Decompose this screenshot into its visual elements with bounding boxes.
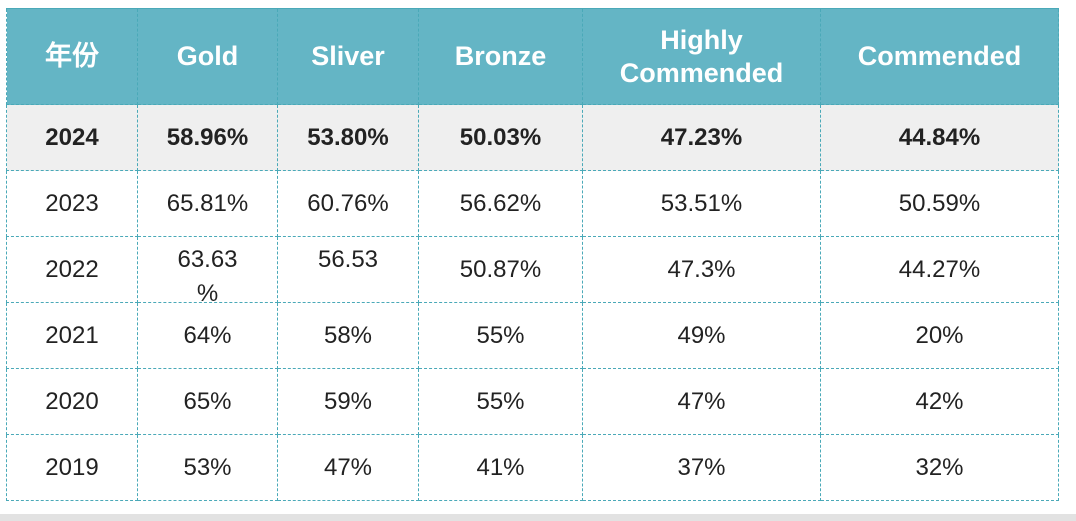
cell-commended: 50.59% [820,170,1059,237]
cell-sliver: 60.76% [277,170,419,237]
cell-year: 2019 [6,434,138,501]
table-row-2020: 2020 65% 59% 55% 47% 42% [6,368,1059,435]
cell-gold: 58.96% [137,104,278,171]
cell-year: 2022 [6,236,138,303]
cell-year: 2020 [6,368,138,435]
cell-sliver: 59% [277,368,419,435]
cell-commended: 42% [820,368,1059,435]
cell-gold: 53% [137,434,278,501]
cell-highly-commended: 47.3% [582,236,821,303]
cell-highly-commended: 37% [582,434,821,501]
cell-commended: 44.27% [820,236,1059,303]
cell-gold-wrapped: 63.63 % [138,243,277,303]
header-sliver: Sliver [277,8,419,105]
cell-highly-commended: 49% [582,302,821,369]
cell-sliver: 58% [277,302,419,369]
header-highly-line1: Highly [660,24,743,55]
cell-gold: 63.63 % [137,236,278,303]
header-highly-line2: Commended [619,57,784,88]
table-row-2019: 2019 53% 47% 41% 37% 32% [6,434,1059,501]
cell-sliver: 56.53 [277,236,419,303]
cell-year: 2023 [6,170,138,237]
header-row: 年份 Gold Sliver Bronze Highly Commended C… [6,8,1059,105]
table-row-2021: 2021 64% 58% 55% 49% 20% [6,302,1059,369]
table-row-2022: 2022 63.63 % 56.53 50.87% 47.3% 44.27% [6,236,1059,303]
cell-commended: 20% [820,302,1059,369]
cell-commended: 32% [820,434,1059,501]
cell-gold: 65.81% [137,170,278,237]
header-year: 年份 [6,8,138,105]
cell-sliver: 53.80% [277,104,419,171]
cell-bronze: 50.03% [418,104,583,171]
cell-gold-line1: 63.63 [177,246,238,273]
cell-bronze: 50.87% [418,236,583,303]
cell-highly-commended: 53.51% [582,170,821,237]
cell-gold-line2: % [196,280,219,303]
header-highly-commended: Highly Commended [582,8,821,105]
header-bronze: Bronze [418,8,583,105]
cell-sliver-line1: 56.53 [317,246,379,273]
cell-bronze: 55% [418,302,583,369]
cell-highly-commended: 47.23% [582,104,821,171]
cell-bronze: 55% [418,368,583,435]
cell-commended: 44.84% [820,104,1059,171]
header-gold: Gold [137,8,278,105]
table-row-2024: 2024 58.96% 53.80% 50.03% 47.23% 44.84% [6,104,1059,171]
cell-gold: 65% [137,368,278,435]
header-commended: Commended [820,8,1059,105]
cell-bronze: 56.62% [418,170,583,237]
cell-year: 2021 [6,302,138,369]
cell-year: 2024 [6,104,138,171]
cell-sliver: 47% [277,434,419,501]
pass-rate-table: 年份 Gold Sliver Bronze Highly Commended C… [6,8,1059,501]
cell-gold: 64% [137,302,278,369]
cell-highly-commended: 47% [582,368,821,435]
bottom-divider [0,514,1076,521]
table-row-2023: 2023 65.81% 60.76% 56.62% 53.51% 50.59% [6,170,1059,237]
cell-sliver-wrapped: 56.53 [278,243,418,303]
cell-bronze: 41% [418,434,583,501]
